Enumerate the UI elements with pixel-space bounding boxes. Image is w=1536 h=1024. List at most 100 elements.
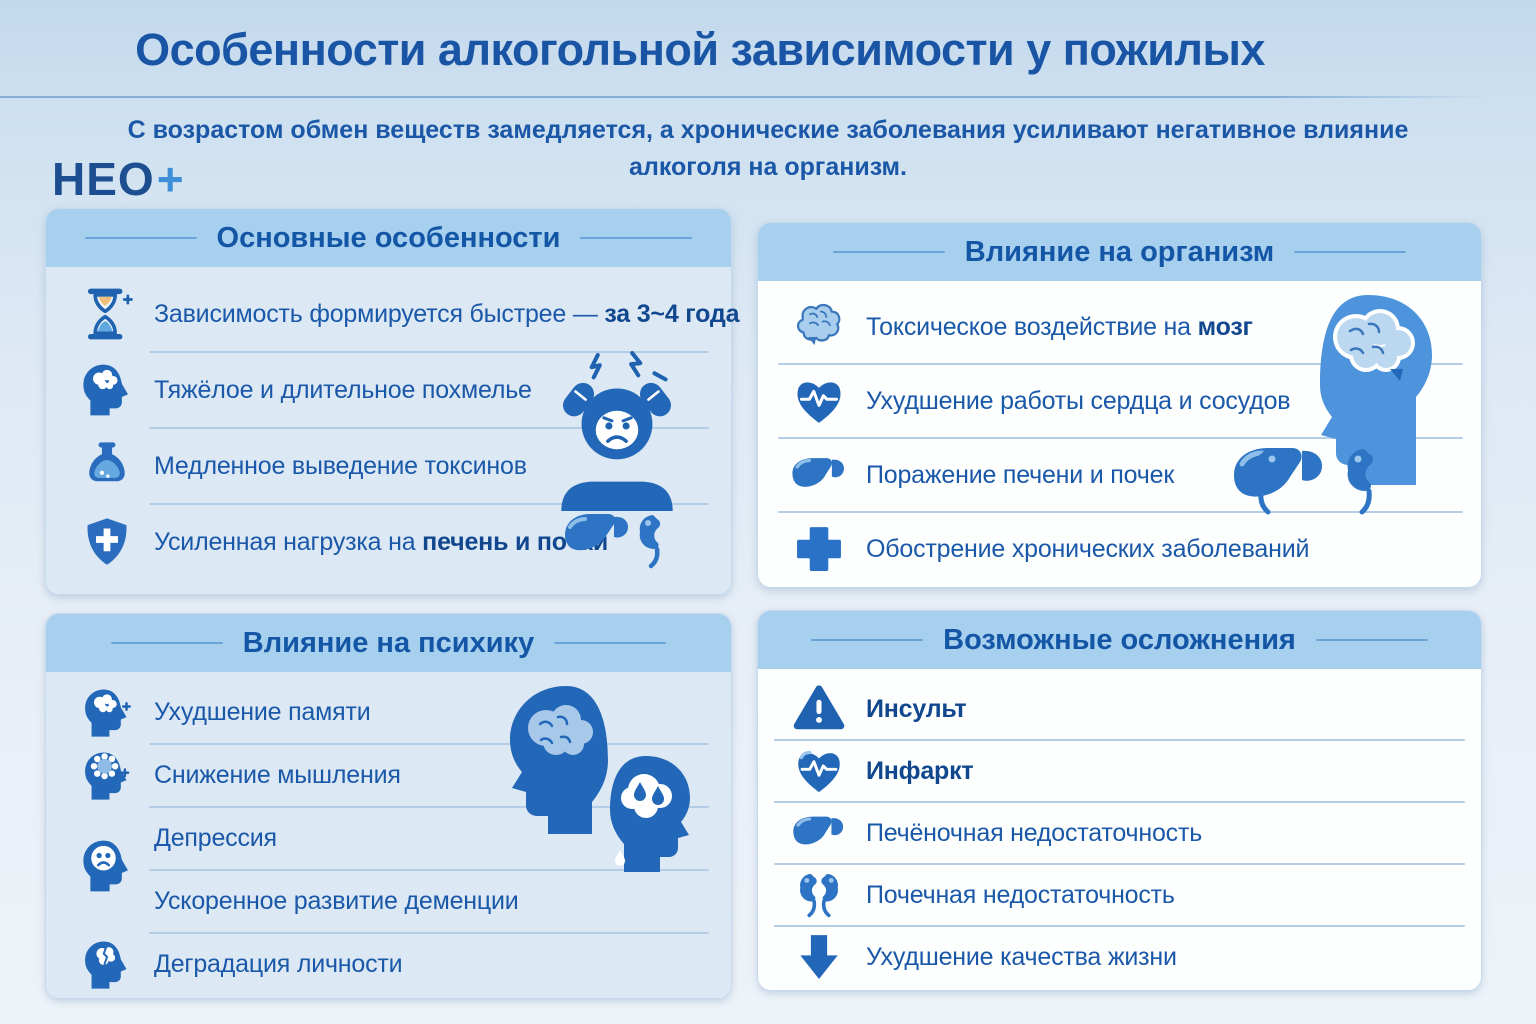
- shield-cross-icon: [76, 515, 138, 569]
- item-text: Тяжёлое и длительное похмелье: [154, 375, 532, 404]
- heart-pulse-icon: [788, 744, 850, 798]
- list-item: Почечная недостаточность: [758, 865, 1481, 925]
- header-line: [811, 639, 924, 641]
- item-text: Ухудшение качества жизни: [866, 942, 1177, 971]
- item-text: Медленное выведение токсинов: [154, 451, 527, 480]
- row-divider: [774, 925, 1465, 927]
- logo-plus-icon: +: [156, 153, 185, 205]
- item-text: Поражение печени и почек: [866, 460, 1175, 489]
- page-subtitle: С возрастом обмен веществ замедляется, а…: [68, 112, 1468, 186]
- panel-complications: Возможные осложнения Инсульт: [757, 610, 1482, 991]
- head-degradation-icon: [76, 939, 138, 991]
- list-item: Снижение мышления: [46, 745, 731, 806]
- item-text: Деградация личности: [154, 950, 403, 978]
- row-divider: [774, 739, 1465, 741]
- liver-kidney-icon: [561, 509, 679, 578]
- list-item: Тяжёлое и длительное похмелье: [46, 353, 731, 427]
- down-arrow-icon: [788, 931, 850, 983]
- list-item: Ускоренное развитие деменции: [46, 871, 731, 932]
- row-divider: [778, 363, 1463, 365]
- item-text: Депрессия: [154, 824, 277, 852]
- subtitle-line: С возрастом обмен веществ замедляется, а…: [127, 116, 1409, 144]
- row-divider: [149, 427, 709, 429]
- liver-kidneys-illustration: [1228, 441, 1444, 522]
- header-line: [110, 642, 223, 644]
- hourglass-icon: [76, 285, 138, 343]
- list-item: Ухудшение работы сердца и сосудов: [758, 365, 1481, 437]
- row-divider: [778, 511, 1463, 513]
- item-text: Ухудшение памяти: [154, 698, 371, 726]
- panel-body-impact: Влияние на организм Токсическое воздейст…: [757, 222, 1482, 588]
- item-text: Обострение хронических заболеваний: [866, 534, 1310, 563]
- list-item: Инсульт: [758, 679, 1481, 739]
- header-line: [832, 251, 945, 253]
- row-divider: [149, 869, 709, 871]
- panel-title: Влияние на психику: [242, 626, 535, 659]
- list-item: Деградация личности: [46, 934, 731, 995]
- row-divider: [149, 351, 709, 353]
- item-text: Ускоренное развитие деменции: [154, 887, 519, 915]
- item-text: Печёночная недостаточность: [866, 818, 1203, 847]
- panel-main-features: Основные особенности Зависимость форм: [45, 208, 739, 595]
- logo: НЕО+: [52, 152, 185, 206]
- list-item: Токсическое воздействие на мозг: [758, 291, 1481, 363]
- panel-psyche-impact: Влияние на психику Ухудшение памяти: [45, 613, 732, 999]
- row-divider: [774, 801, 1465, 803]
- row-divider: [149, 503, 709, 505]
- panel-header: Влияние на психику: [46, 614, 731, 672]
- head-brain-icon: [76, 362, 138, 418]
- row-divider: [149, 932, 709, 934]
- medical-cross-icon: [788, 522, 850, 576]
- list-item: Зависимость формируется быстрее — за 3~4…: [46, 277, 739, 351]
- item-text: Ухудшение работы сердца и сосудов: [866, 386, 1291, 415]
- header-line: [1294, 251, 1407, 253]
- list-item: Печёночная недостаточность: [758, 803, 1481, 863]
- item-text: Инсульт: [866, 694, 967, 723]
- list-item: Ухудшение качества жизни: [758, 927, 1481, 987]
- kidneys-icon: [788, 869, 850, 921]
- list-item: Медленное выведение токсинов: [46, 429, 731, 503]
- row-divider: [149, 743, 709, 745]
- liver-icon: [788, 455, 850, 495]
- panel-header: Влияние на организм: [758, 223, 1481, 281]
- head-thinking-icon: [76, 750, 138, 802]
- list-item: Депрессия: [46, 808, 731, 891]
- panel-header: Возможные осложнения: [758, 611, 1481, 669]
- item-text: Инфаркт: [866, 756, 974, 785]
- item-text: Усиленная нагрузка на печень и почки: [154, 527, 609, 556]
- brain-icon: [788, 298, 850, 356]
- header-line: [580, 237, 693, 239]
- list-item: Ухудшение памяти: [46, 682, 731, 743]
- item-text: Почечная недостаточность: [866, 880, 1175, 909]
- panel-title: Возможные осложнения: [943, 623, 1296, 656]
- list-item: Инфаркт: [758, 741, 1481, 801]
- item-text: Снижение мышления: [154, 761, 401, 789]
- logo-text: НЕО: [52, 153, 155, 205]
- list-item: Обострение хронических заболеваний: [758, 513, 1481, 585]
- stressed-person-illustration: [541, 349, 693, 516]
- warning-triangle-icon: [788, 682, 850, 736]
- heart-pulse-icon: [788, 373, 850, 429]
- header-line: [554, 642, 667, 644]
- head-memory-icon: [76, 687, 138, 739]
- liver-icon: [788, 814, 850, 852]
- subtitle-line: алкоголя на организм.: [629, 153, 907, 181]
- row-divider: [774, 863, 1465, 865]
- header-line: [84, 237, 197, 239]
- head-sad-icon: [76, 838, 138, 894]
- row-divider: [149, 806, 709, 808]
- flask-icon: [76, 439, 138, 493]
- header-line: [1315, 639, 1428, 641]
- row-divider: [778, 437, 1463, 439]
- item-text: Зависимость формируется быстрее — за 3~4…: [154, 299, 740, 328]
- head-brain-illustration: [1298, 289, 1446, 490]
- panel-title: Основные особенности: [216, 221, 561, 254]
- page-title: Особенности алкогольной зависимости у по…: [135, 24, 1265, 75]
- item-text: Токсическое воздействие на мозг: [866, 312, 1253, 341]
- title-divider: [0, 96, 1490, 98]
- two-heads-illustration: [486, 680, 698, 897]
- panel-header: Основные особенности: [46, 209, 731, 267]
- panel-title: Влияние на организм: [964, 235, 1275, 268]
- list-item: Поражение печени и почек: [758, 439, 1481, 511]
